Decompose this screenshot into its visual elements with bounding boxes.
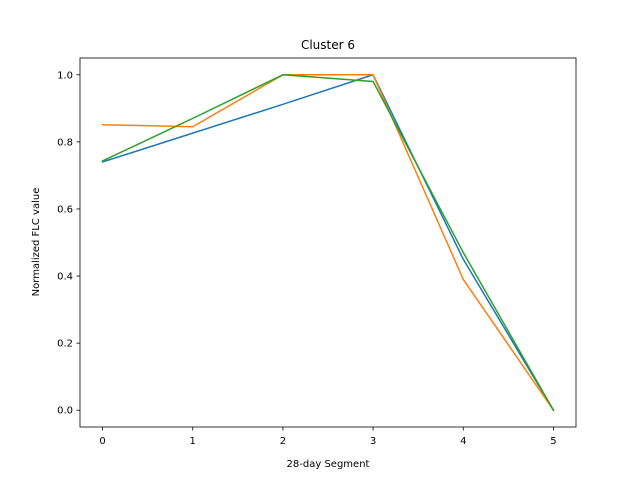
- plot-frame: [79, 57, 577, 428]
- series-line-3: [101, 74, 555, 412]
- x-axis-label: 28-day Segment: [287, 459, 370, 470]
- x-tick-label: 2: [280, 436, 286, 447]
- x-tick-label: 0: [99, 436, 105, 447]
- chart-title: Cluster 6: [301, 38, 355, 52]
- series-line-1: [101, 74, 555, 412]
- x-tick-label: 3: [370, 436, 376, 447]
- x-tick-label: 5: [550, 436, 556, 447]
- series-line-2: [101, 74, 555, 412]
- y-tick-label: 1.0: [57, 70, 73, 81]
- y-tick-label: 0.4: [57, 272, 73, 283]
- x-axis: 0 1 2 3 4 5: [99, 427, 557, 447]
- y-tick-label: 0.0: [57, 406, 73, 417]
- y-tick-label: 0.6: [57, 204, 73, 215]
- y-axis: 0.0 0.2 0.4 0.6 0.8 1.0: [57, 70, 80, 417]
- x-tick-label: 1: [190, 436, 196, 447]
- y-axis-label: Normalized FLC value: [31, 188, 42, 297]
- y-tick-label: 0.2: [57, 339, 73, 350]
- y-tick-label: 0.8: [57, 137, 73, 148]
- x-tick-label: 4: [460, 436, 466, 447]
- series-layer: [101, 74, 555, 412]
